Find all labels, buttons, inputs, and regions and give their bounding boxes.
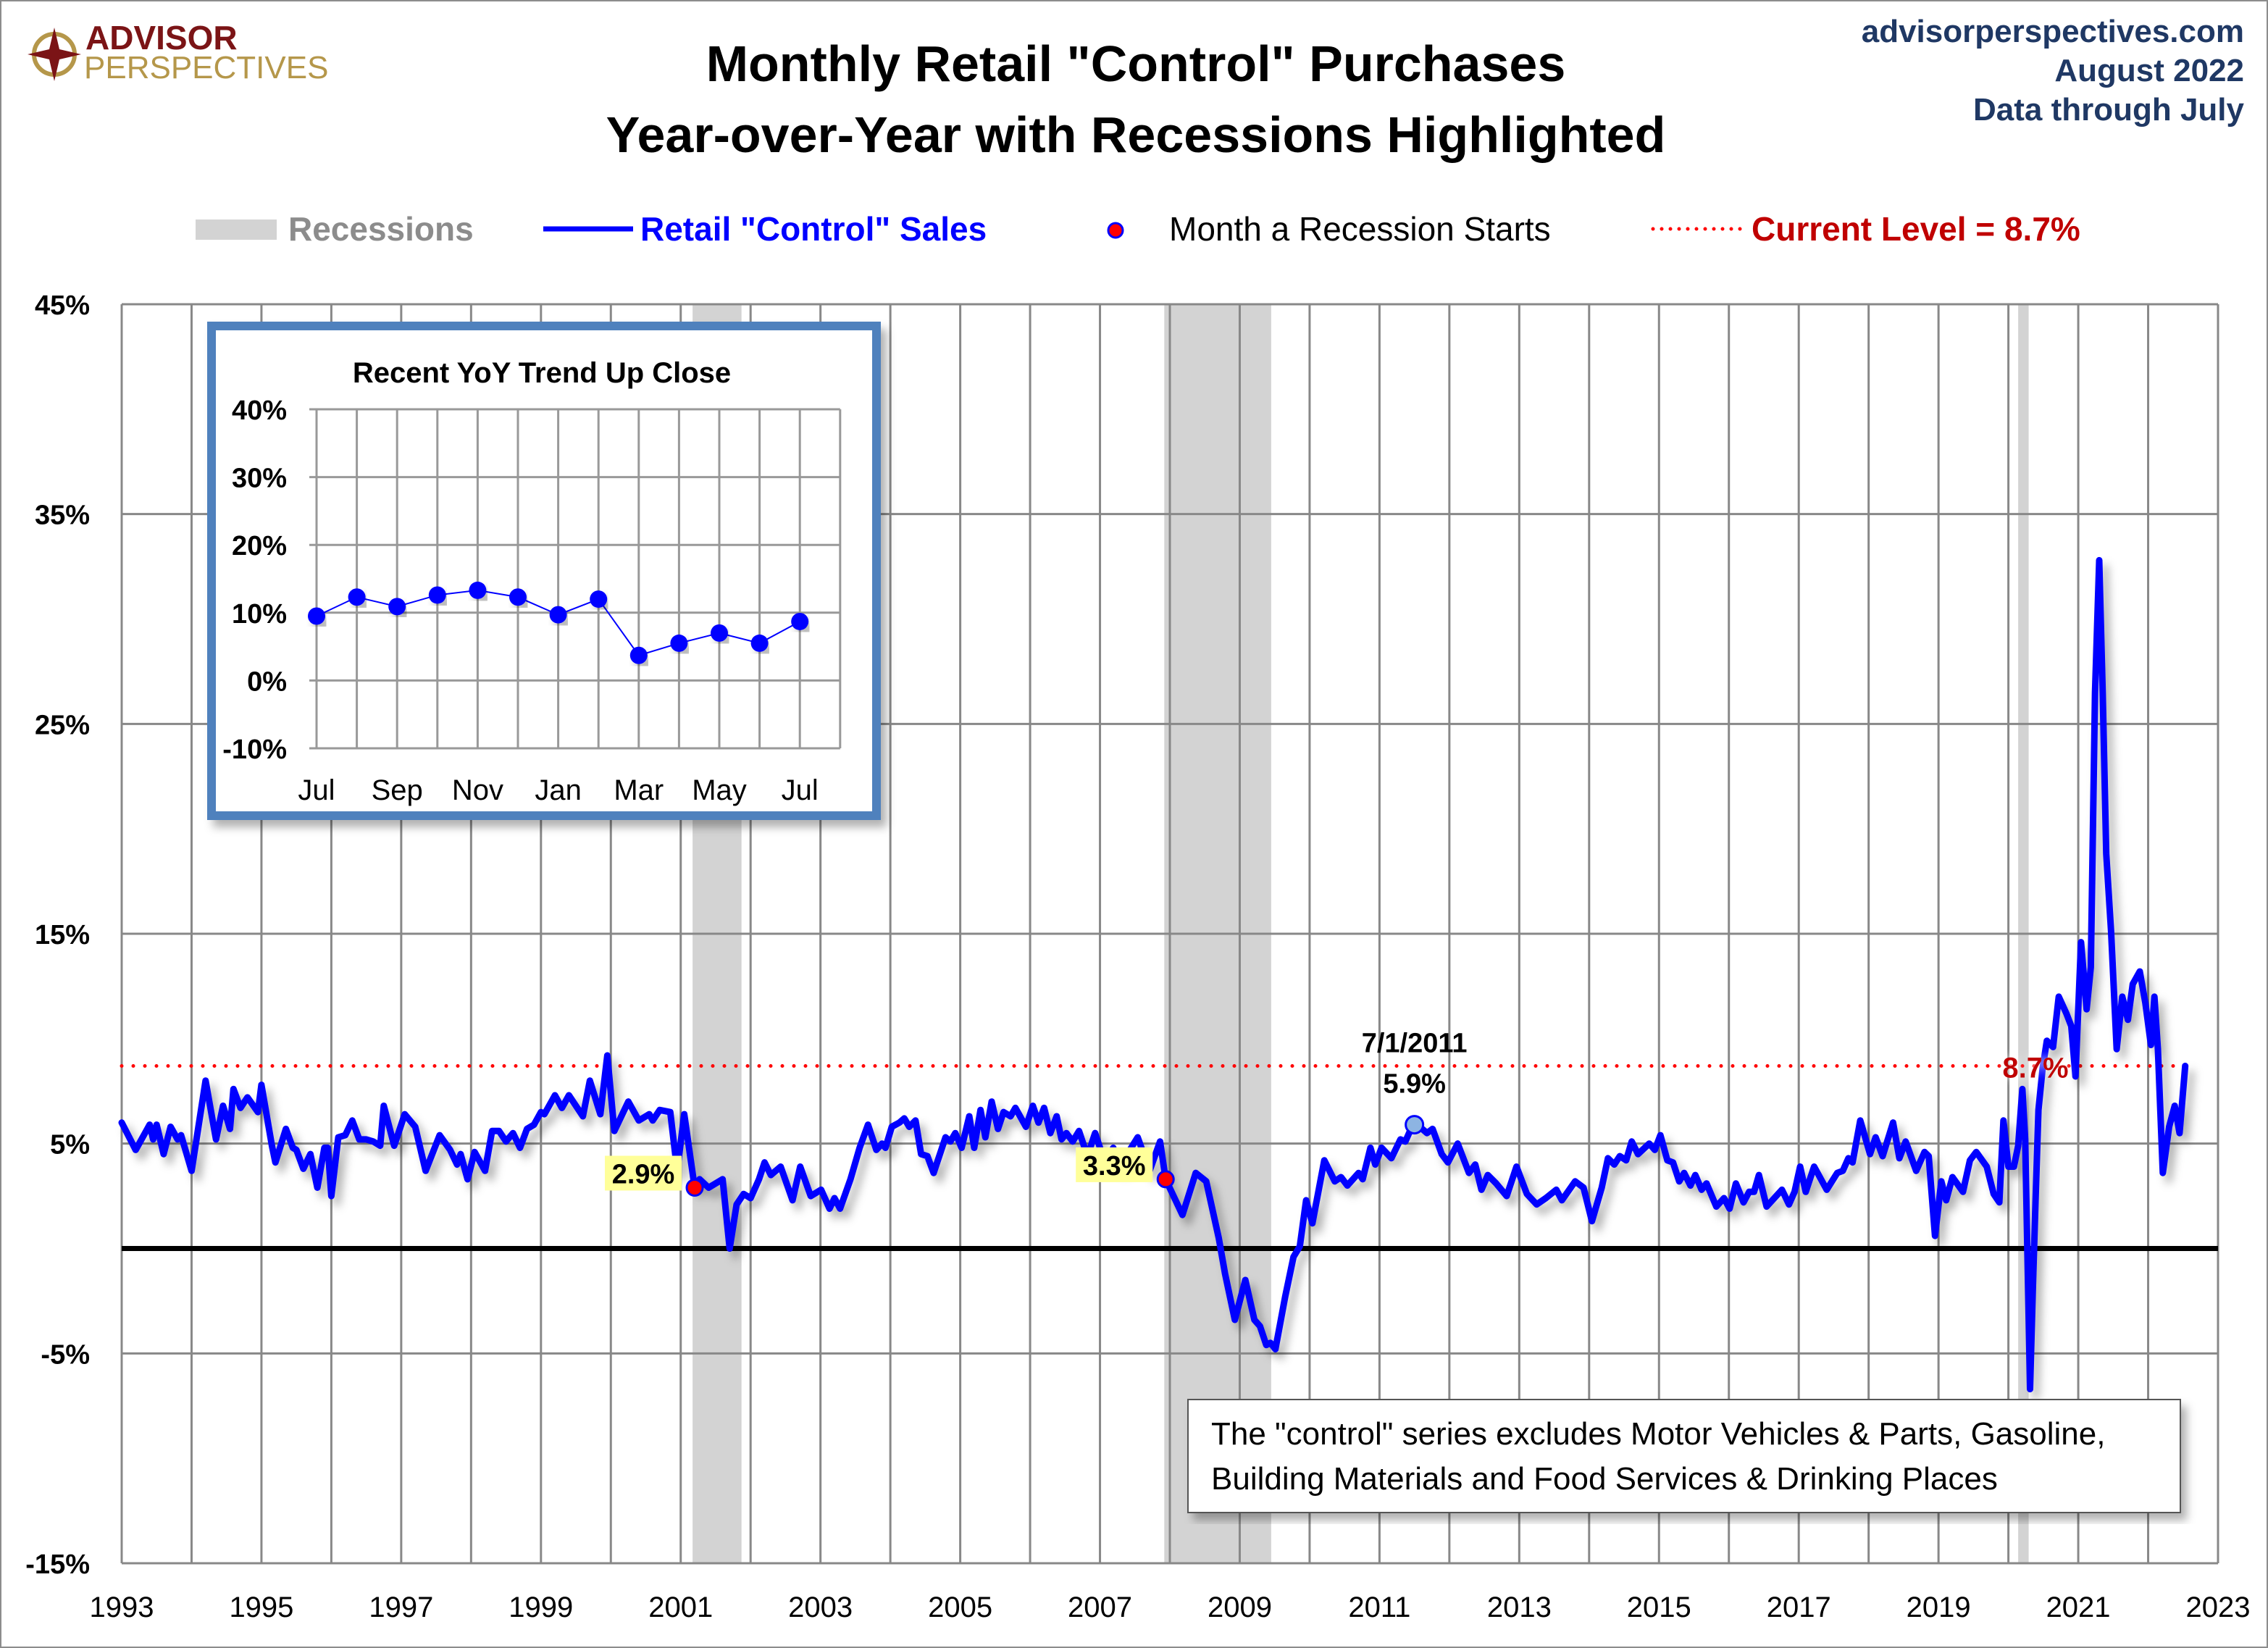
site-label: advisorperspectives.com bbox=[1862, 14, 2244, 49]
inset-x-tick-label: May bbox=[692, 774, 747, 806]
inset-data-point bbox=[428, 586, 446, 604]
inset-data-point bbox=[549, 606, 567, 624]
title-line2: Year-over-Year with Recessions Highlight… bbox=[606, 106, 1666, 163]
annotation-label: 3.3% bbox=[1083, 1151, 1146, 1181]
x-tick-label: 2019 bbox=[1907, 1591, 1971, 1623]
inset-data-point bbox=[348, 588, 366, 606]
legend-current-level: Current Level = 8.7% bbox=[1752, 210, 2080, 248]
x-tick-label: 2013 bbox=[1487, 1591, 1552, 1623]
inset-data-point bbox=[308, 607, 325, 625]
inset-y-tick-label: 10% bbox=[232, 599, 287, 629]
inset-data-point bbox=[388, 598, 406, 616]
inset-chart: Recent YoY Trend Up Close 40% 30% 20% 10% 0%… bbox=[207, 322, 881, 820]
inset-x-tick-label: Sep bbox=[372, 774, 423, 806]
recession-start-marker bbox=[685, 1178, 704, 1197]
legend-recession-swatch bbox=[196, 219, 277, 240]
x-tick-label: 2001 bbox=[648, 1591, 713, 1623]
inset-y-tick-label: 30% bbox=[232, 464, 287, 494]
y-tick-label: -5% bbox=[41, 1339, 90, 1370]
inset-x-tick-label: Jan bbox=[535, 774, 582, 806]
peak-marker bbox=[1405, 1115, 1425, 1135]
x-tick-label: 1995 bbox=[229, 1591, 293, 1623]
inset-y-tick-label: -10% bbox=[222, 735, 287, 765]
series-line bbox=[118, 556, 2189, 1393]
date-label: August 2022 bbox=[2054, 53, 2244, 88]
x-tick-label: 2023 bbox=[2186, 1591, 2251, 1623]
inset-data-point bbox=[711, 624, 728, 642]
current-level-label: 8.7% bbox=[2002, 1052, 2068, 1084]
y-tick-label: 35% bbox=[35, 501, 90, 531]
legend-recessions: Recessions bbox=[288, 210, 474, 248]
legend: Recessions Retail "Control" Sales Month … bbox=[196, 210, 2080, 248]
legend-recession-start-marker bbox=[1107, 222, 1124, 239]
inset-title: Recent YoY Trend Up Close bbox=[353, 357, 731, 389]
x-tick-label: 2021 bbox=[2046, 1591, 2111, 1623]
x-tick-label: 2017 bbox=[1767, 1591, 1831, 1623]
peak-value-label: 5.9% bbox=[1383, 1069, 1446, 1100]
x-tick-label: 2009 bbox=[1208, 1591, 1272, 1623]
annotation-label: 2.9% bbox=[612, 1159, 675, 1189]
peak-date-label: 7/1/2011 bbox=[1362, 1029, 1468, 1059]
y-tick-label: 15% bbox=[35, 920, 90, 950]
x-tick-label: 1997 bbox=[369, 1591, 433, 1623]
inset-x-tick-label: Jul bbox=[782, 774, 819, 806]
logo-line2: PERSPECTIVES bbox=[84, 50, 328, 85]
annotation-label-bg bbox=[1076, 1147, 1153, 1182]
inset-data-point bbox=[750, 634, 769, 652]
y-tick-label: -15% bbox=[25, 1549, 90, 1580]
inset-data-point bbox=[670, 634, 688, 652]
inset-x-tick-label: Jul bbox=[298, 774, 335, 806]
x-tick-label: 1999 bbox=[509, 1591, 573, 1623]
logo: ADVISOR PERSPECTIVES bbox=[28, 19, 328, 85]
x-tick-label: 1993 bbox=[90, 1591, 154, 1623]
inset-x-tick-label: Mar bbox=[614, 774, 664, 806]
inset-y-tick-label: 40% bbox=[232, 396, 287, 426]
note-line2: Building Materials and Food Services & D… bbox=[1211, 1461, 1998, 1497]
x-tick-label: 2015 bbox=[1627, 1591, 1691, 1623]
logo-line1: ADVISOR bbox=[85, 19, 238, 57]
inset-data-point bbox=[629, 646, 648, 664]
note-line1: The "control" series excludes Motor Vehi… bbox=[1211, 1416, 2105, 1452]
x-tick-label: 2011 bbox=[1348, 1591, 1410, 1623]
inset-x-tick-label: Nov bbox=[452, 774, 503, 806]
x-tick-label: 2003 bbox=[788, 1591, 853, 1623]
y-tick-label: 45% bbox=[35, 290, 90, 321]
x-tick-label: 2005 bbox=[928, 1591, 992, 1623]
inset-data-point bbox=[469, 581, 487, 599]
inset-data-point bbox=[791, 612, 809, 630]
recession-start-marker bbox=[1156, 1170, 1175, 1189]
legend-recession-start: Month a Recession Starts bbox=[1169, 210, 1551, 248]
title-line1: Monthly Retail "Control" Purchases bbox=[706, 35, 1566, 92]
x-tick-label: 2007 bbox=[1068, 1591, 1132, 1623]
legend-series: Retail "Control" Sales bbox=[640, 210, 987, 248]
data-through-label: Data through July bbox=[1973, 92, 2245, 127]
y-tick-label: 5% bbox=[50, 1130, 90, 1160]
inset-y-tick-label: 0% bbox=[247, 666, 287, 697]
inset-data-point bbox=[590, 590, 608, 608]
inset-data-point bbox=[509, 588, 527, 606]
annotation-label-bg bbox=[605, 1155, 682, 1191]
note-box: The "control" series excludes Motor Vehi… bbox=[1187, 1399, 2181, 1513]
inset-y-tick-label: 20% bbox=[232, 531, 287, 561]
compass-icon bbox=[28, 28, 81, 81]
y-tick-label: 25% bbox=[35, 710, 90, 740]
